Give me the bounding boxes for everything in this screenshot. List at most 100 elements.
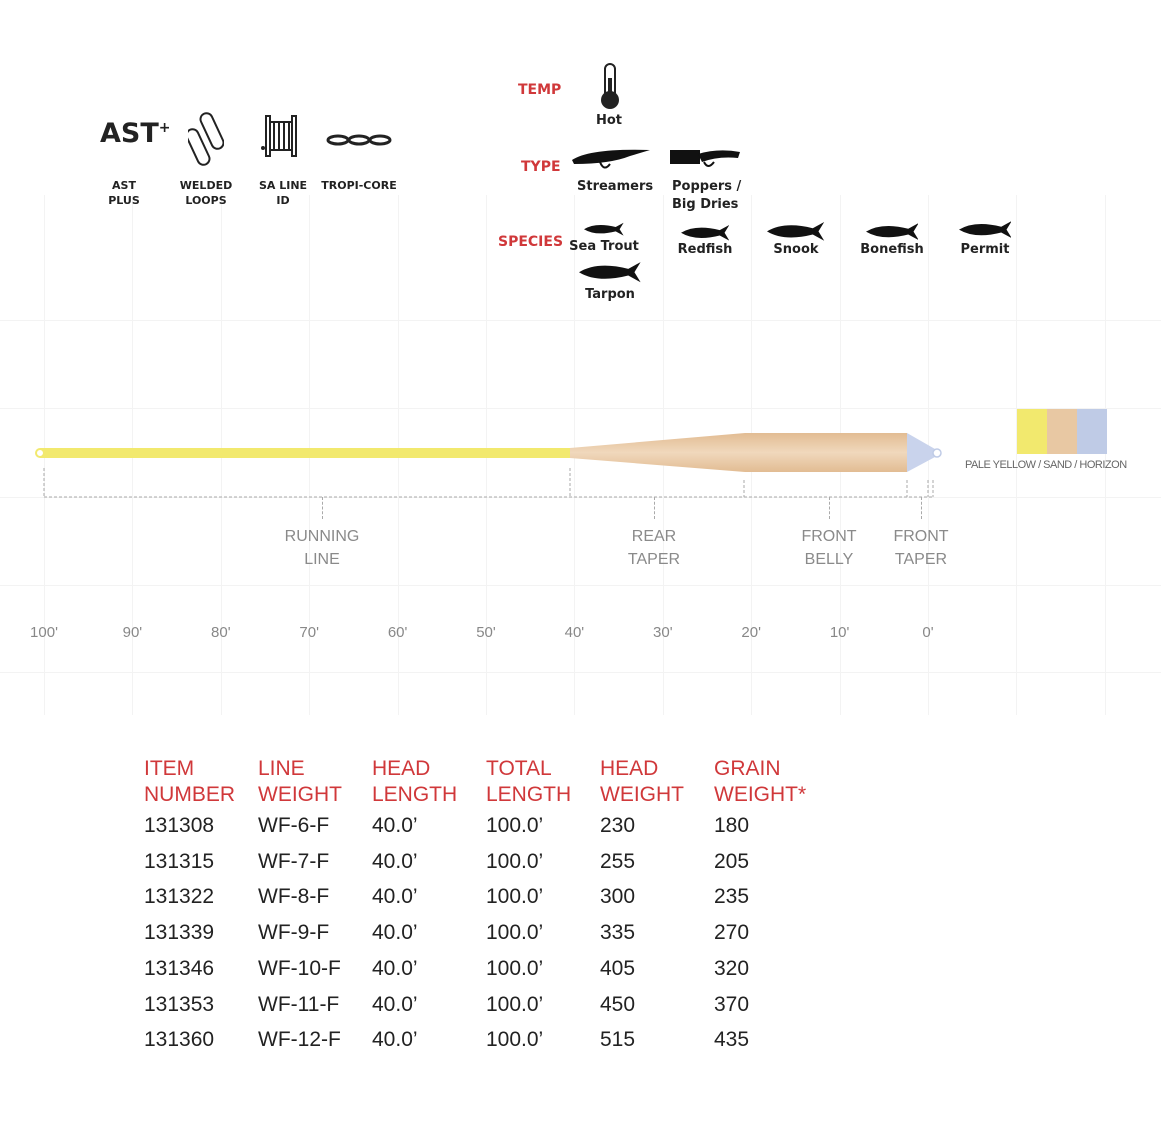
head-segment: [570, 433, 907, 472]
temp-value: Hot: [596, 113, 623, 128]
table-cell: 131353: [144, 992, 215, 1016]
specs-table: ITEM NUMBER LINE WEIGHT HEAD LENGTH TOTAL LENGT…: [144, 756, 828, 1058]
table-cell: 100.0’: [486, 814, 544, 837]
grid-line: [1105, 195, 1106, 715]
table-cell: 205: [714, 849, 750, 873]
table-cell: WF-11-F: [258, 992, 340, 1016]
scale-label: 10': [829, 624, 850, 641]
table-cell: 515: [600, 1028, 636, 1052]
table-cell: 180: [714, 814, 750, 837]
scale-label: 70': [299, 624, 319, 641]
table-cell: 235: [714, 885, 750, 909]
scale-label: 30': [653, 624, 673, 641]
thermometer-icon: [601, 63, 619, 109]
feature-label-ast-plus: AST PLUS: [108, 179, 140, 207]
sa-line-id-icon: [261, 115, 297, 157]
fish-icon-permit: [958, 221, 1012, 239]
rear-taper-label: REAR TAPER: [627, 528, 681, 568]
table-row: 131346 WF-10-F 40.0’ 100.0’ 405 320: [144, 951, 828, 987]
tropi-core-icon: [326, 134, 392, 146]
scale-label: 40': [564, 624, 585, 641]
column-header: LINE WEIGHT: [258, 757, 342, 806]
scale-label: 60': [387, 624, 408, 641]
table-cell: 405: [600, 956, 636, 980]
table-row: 131308 WF-6-F 40.0’ 100.0’ 230 180: [144, 808, 828, 844]
fish-icon-snook: [767, 221, 825, 241]
grid-line: [0, 408, 1161, 409]
table-cell: WF-6-F: [258, 814, 330, 837]
table-cell: WF-7-F: [258, 849, 330, 873]
table-cell: 40.0’: [372, 849, 418, 873]
ast-plus-logo: AST+: [100, 118, 171, 149]
table-cell: 40.0’: [372, 814, 418, 837]
table-cell: 100.0’: [486, 956, 544, 980]
table-cell: 100.0’: [486, 921, 544, 945]
species-label: Tarpon: [585, 287, 635, 302]
species-label: Bonefish: [860, 242, 924, 257]
table-cell: 131322: [144, 885, 215, 909]
scale-label: 0': [922, 624, 934, 641]
welded-loops-icon: [188, 112, 224, 166]
table-cell: 40.0’: [372, 885, 418, 909]
fish-icon-redfish: [680, 225, 730, 241]
type-poppers: Poppers / Big Dries: [672, 179, 742, 212]
column-header: GRAIN WEIGHT*: [714, 757, 807, 806]
table-cell: WF-12-F: [258, 1028, 341, 1052]
species-label: Permit: [960, 242, 1010, 257]
table-row: 131315 WF-7-F 40.0’ 100.0’ 255 205: [144, 844, 828, 880]
table-cell: 450: [600, 992, 636, 1016]
temp-label: TEMP: [518, 82, 562, 98]
table-cell: 131315: [144, 849, 215, 873]
table-cell: 40.0’: [372, 956, 418, 980]
table-cell: WF-10-F: [258, 956, 341, 980]
table-cell: 300: [600, 885, 636, 909]
front-taper-label: FRONT TAPER: [893, 528, 949, 568]
table-cell: 100.0’: [486, 849, 544, 873]
table-cell: 40.0’: [372, 992, 418, 1016]
color-swatch-yellow: [1017, 409, 1047, 454]
color-swatch-horizon: [1077, 409, 1107, 454]
table-cell: WF-8-F: [258, 885, 330, 909]
fish-icon-bonefish: [865, 223, 919, 241]
type-streamers: Streamers: [577, 179, 654, 194]
table-cell: 100.0’: [486, 992, 544, 1016]
species-label: Sea Trout: [569, 239, 639, 254]
fish-icon-sea-trout: [584, 222, 624, 236]
fly-line-profile: [35, 433, 942, 498]
feature-label-welded-loops: WELDED LOOPS: [179, 179, 233, 207]
scale-label: 20': [741, 624, 761, 641]
grid-line: [0, 585, 1161, 586]
column-header: HEAD WEIGHT: [600, 757, 684, 806]
front-belly-label: FRONT BELLY: [801, 528, 857, 568]
feature-label-tropi-core: TROPI-CORE: [321, 179, 397, 192]
scale-label: 80': [211, 624, 231, 641]
tip-segment: [907, 433, 935, 472]
column-header: HEAD LENGTH: [372, 757, 458, 806]
table-cell: WF-9-F: [258, 921, 330, 945]
table-row: 131353 WF-11-F 40.0’ 100.0’ 450 370: [144, 987, 828, 1023]
table-cell: 230: [600, 814, 636, 837]
species-label: Redfish: [677, 242, 733, 257]
grid-line: [0, 672, 1161, 673]
table-cell: 131339: [144, 921, 215, 945]
table-row: 131322 WF-8-F 40.0’ 100.0’ 300 235: [144, 879, 828, 915]
streamer-fly-icon: [572, 149, 650, 169]
column-header: TOTAL LENGTH: [486, 757, 572, 806]
running-line-label: RUNNING LINE: [284, 528, 360, 568]
table-cell: 255: [600, 849, 636, 873]
species-label: Snook: [773, 242, 819, 257]
type-label: TYPE: [521, 159, 561, 175]
table-row: 131339 WF-9-F 40.0’ 100.0’ 335 270: [144, 915, 828, 951]
table-cell: 335: [600, 921, 636, 945]
table-row: 131360 WF-12-F 40.0’ 100.0’ 515 435: [144, 1022, 828, 1058]
table-cell: 40.0’: [372, 921, 418, 945]
table-cell: 131308: [144, 814, 215, 837]
table-cell: 131360: [144, 1028, 215, 1052]
scale-label: 50': [476, 624, 496, 641]
scale-label: 100': [30, 624, 58, 641]
table-cell: 131346: [144, 956, 215, 980]
table-cell: 100.0’: [486, 885, 544, 909]
table-cell: 100.0’: [486, 1028, 544, 1052]
feature-label-sa-line-id: SA LINE ID: [258, 179, 308, 207]
